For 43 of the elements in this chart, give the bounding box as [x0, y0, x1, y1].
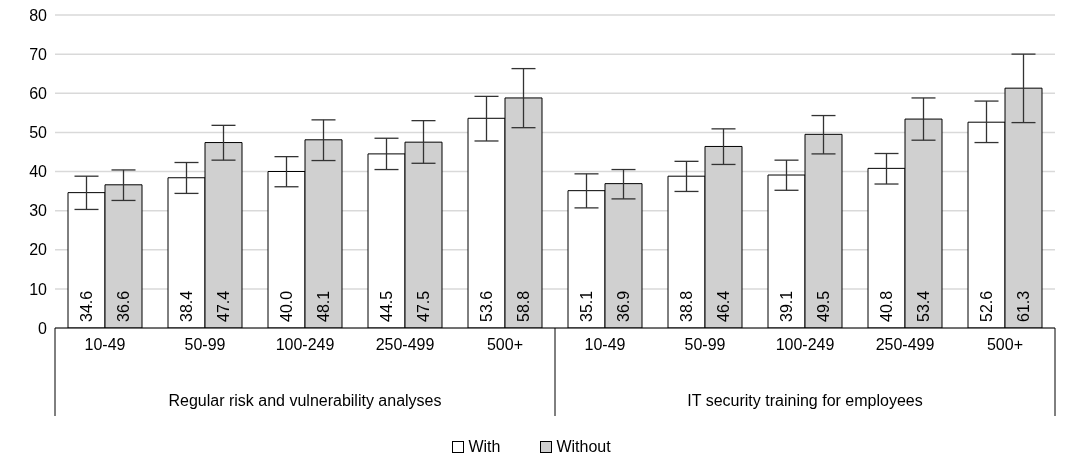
y-tick-label: 20 — [29, 241, 48, 259]
data-label: 53.6 — [478, 290, 495, 322]
data-label: 35.1 — [578, 290, 595, 322]
x-tick-label: 10-49 — [84, 336, 126, 353]
y-tick-label: 80 — [29, 6, 48, 24]
x-tick-label: 500+ — [986, 336, 1024, 353]
data-label: 52.6 — [978, 290, 995, 322]
x-tick-label: 50-99 — [684, 336, 726, 353]
y-tick-label: 50 — [29, 124, 48, 142]
x-tick-label: 100-249 — [275, 336, 335, 353]
data-label: 46.4 — [715, 290, 732, 322]
data-label: 36.9 — [615, 290, 632, 322]
data-label: 47.5 — [415, 290, 432, 322]
data-label: 58.8 — [515, 290, 532, 322]
data-label: 38.4 — [178, 290, 195, 322]
legend-label: With — [467, 438, 501, 456]
data-label: 44.5 — [378, 290, 395, 322]
data-label: 47.4 — [215, 290, 232, 322]
data-label: 49.5 — [815, 290, 832, 322]
data-label: 38.8 — [678, 290, 695, 322]
text: IT security training for employees — [687, 392, 923, 409]
data-label: 36.6 — [115, 290, 132, 322]
y-tick-label: 70 — [29, 45, 48, 63]
x-tick-label: 500+ — [486, 336, 524, 353]
data-label: 39.1 — [778, 290, 795, 322]
y-tick-label: 40 — [29, 163, 48, 181]
x-tick-label: 250-499 — [375, 336, 435, 353]
data-label: 34.6 — [78, 290, 95, 322]
x-tick-label: 10-49 — [584, 336, 626, 353]
y-tick-label: 0 — [38, 319, 48, 337]
y-tick-label: 10 — [29, 280, 48, 298]
x-tick-label: 250-499 — [875, 336, 935, 353]
y-tick-label: 60 — [29, 84, 48, 102]
data-label: 40.8 — [878, 290, 895, 322]
y-tick-label: 30 — [29, 202, 48, 220]
data-label: 40.0 — [278, 290, 295, 322]
data-label: 53.4 — [915, 290, 932, 322]
legend-label: Without — [555, 438, 611, 456]
text: Regular risk and vulnerability analyses — [168, 392, 442, 409]
x-tick-label: 100-249 — [775, 336, 835, 353]
data-label: 61.3 — [1015, 290, 1032, 322]
data-label: 48.1 — [315, 290, 332, 322]
x-tick-label: 50-99 — [184, 336, 226, 353]
